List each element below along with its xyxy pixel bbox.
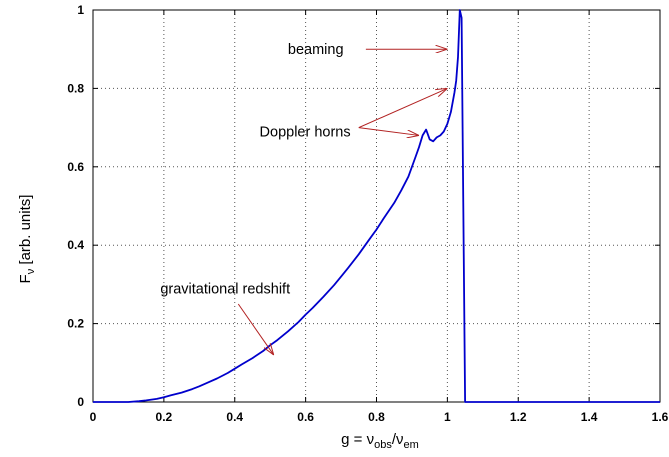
x-axis-label-sub2: em bbox=[404, 439, 419, 451]
grid-lines bbox=[93, 10, 660, 402]
y-tick-label: 0.2 bbox=[67, 317, 84, 331]
x-axis-label: g = νobs/νem bbox=[341, 431, 419, 451]
y-axis-label: Fν [arb. units] bbox=[17, 195, 37, 284]
annotation-label: Doppler horns bbox=[260, 125, 351, 141]
x-tick-label: 0.2 bbox=[156, 410, 173, 424]
annotation-label: beaming bbox=[288, 42, 344, 58]
x-axis-label-sub1: obs bbox=[374, 439, 392, 451]
annotation-arrow bbox=[358, 127, 419, 136]
annotation-label: gravitational redshift bbox=[160, 281, 290, 297]
y-axis-label-prefix: F bbox=[17, 274, 34, 283]
y-tick-label: 0 bbox=[77, 395, 84, 409]
y-tick-label: 0.4 bbox=[67, 238, 84, 252]
x-tick-label: 0 bbox=[90, 410, 97, 424]
x-tick-label: 1 bbox=[444, 410, 451, 424]
x-axis-label-prefix: g = ν bbox=[341, 431, 374, 448]
axes: 0 0.2 0.4 0.6 0.8 1 1.2 1.4 1.6 0 0.2 0.4 0.6 0.8 1 bbox=[67, 3, 668, 424]
x-tick-label: 0.6 bbox=[297, 410, 314, 424]
y-axis-label-suffix: [arb. units] bbox=[17, 195, 34, 269]
annotation-arrow bbox=[358, 88, 448, 129]
x-tick-label: 0.8 bbox=[368, 410, 385, 424]
y-tick-label: 0.6 bbox=[67, 160, 84, 174]
x-axis-label-mid: /ν bbox=[392, 431, 404, 448]
x-tick-label: 0.4 bbox=[226, 410, 243, 424]
y-tick-label: 1 bbox=[77, 3, 84, 17]
annotation-arrow bbox=[237, 303, 273, 355]
annotations: beaming Doppler horns gravitational redshi… bbox=[160, 42, 447, 355]
plot-frame bbox=[92, 9, 661, 403]
series-layer bbox=[93, 9, 660, 403]
series-line bbox=[93, 9, 660, 403]
x-tick-label: 1.6 bbox=[652, 410, 669, 424]
x-tick-label: 1.4 bbox=[581, 410, 598, 424]
y-axis-label-sub: ν bbox=[25, 268, 37, 274]
y-tick-label: 0.8 bbox=[67, 81, 84, 95]
x-tick-label: 1.2 bbox=[510, 410, 527, 424]
